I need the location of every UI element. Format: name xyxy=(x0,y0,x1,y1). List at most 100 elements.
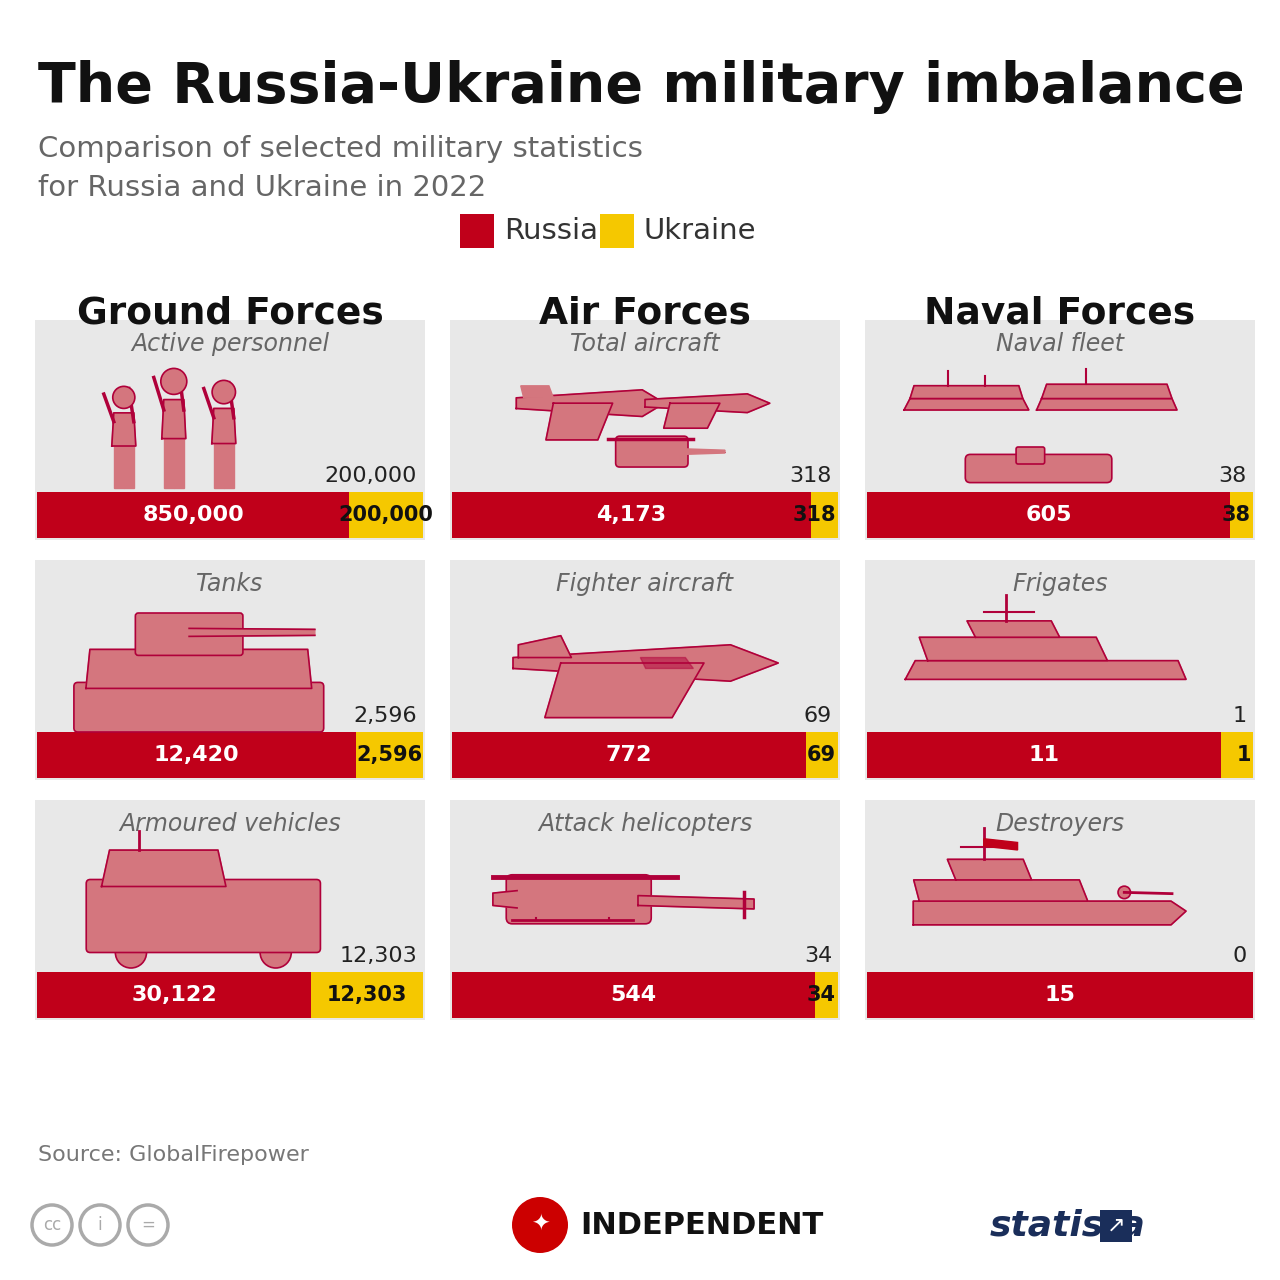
Text: 12,420: 12,420 xyxy=(154,745,239,765)
FancyBboxPatch shape xyxy=(616,436,689,467)
Polygon shape xyxy=(214,444,224,488)
Text: 30,122: 30,122 xyxy=(132,986,216,1005)
Polygon shape xyxy=(101,850,227,887)
FancyBboxPatch shape xyxy=(136,613,243,655)
FancyBboxPatch shape xyxy=(806,732,838,778)
FancyBboxPatch shape xyxy=(37,732,356,778)
Text: 2,596: 2,596 xyxy=(353,707,417,726)
Text: 4,173: 4,173 xyxy=(596,506,667,525)
FancyBboxPatch shape xyxy=(460,214,494,248)
Polygon shape xyxy=(547,403,613,440)
Text: INDEPENDENT: INDEPENDENT xyxy=(580,1211,823,1239)
FancyBboxPatch shape xyxy=(356,732,422,778)
Text: 34: 34 xyxy=(804,946,832,966)
Text: Tanks: Tanks xyxy=(196,572,264,596)
FancyBboxPatch shape xyxy=(452,492,810,538)
Polygon shape xyxy=(637,896,754,909)
Polygon shape xyxy=(518,636,571,658)
Text: 0: 0 xyxy=(1233,946,1247,966)
Circle shape xyxy=(1117,886,1130,899)
Text: The Russia-Ukraine military imbalance: The Russia-Ukraine military imbalance xyxy=(38,60,1244,114)
Text: Total aircraft: Total aircraft xyxy=(570,332,719,356)
FancyBboxPatch shape xyxy=(1100,1210,1132,1242)
Polygon shape xyxy=(114,445,124,488)
Polygon shape xyxy=(904,398,1029,410)
FancyBboxPatch shape xyxy=(37,972,311,1018)
Polygon shape xyxy=(164,439,174,488)
Text: ✦: ✦ xyxy=(531,1215,549,1235)
FancyBboxPatch shape xyxy=(37,492,349,538)
Polygon shape xyxy=(174,439,184,488)
Polygon shape xyxy=(545,663,704,718)
Text: Naval fleet: Naval fleet xyxy=(996,332,1124,356)
FancyBboxPatch shape xyxy=(451,561,840,780)
Text: 11: 11 xyxy=(1028,745,1060,765)
Circle shape xyxy=(113,387,134,408)
FancyBboxPatch shape xyxy=(867,972,1253,1018)
Text: Frigates: Frigates xyxy=(1012,572,1107,596)
Text: 34: 34 xyxy=(806,986,836,1005)
Text: 1: 1 xyxy=(1233,707,1247,726)
Polygon shape xyxy=(111,413,136,445)
Polygon shape xyxy=(189,628,315,636)
Polygon shape xyxy=(516,390,664,416)
FancyBboxPatch shape xyxy=(451,800,840,1020)
FancyBboxPatch shape xyxy=(1221,732,1253,778)
FancyBboxPatch shape xyxy=(867,732,1221,778)
Text: Fighter aircraft: Fighter aircraft xyxy=(557,572,733,596)
Text: 200,000: 200,000 xyxy=(339,506,434,525)
Polygon shape xyxy=(640,658,694,668)
Text: Naval Forces: Naval Forces xyxy=(924,294,1196,332)
Text: Destroyers: Destroyers xyxy=(996,812,1125,836)
FancyBboxPatch shape xyxy=(1016,447,1044,463)
Polygon shape xyxy=(914,879,1088,901)
Text: Active personnel: Active personnel xyxy=(131,332,329,356)
FancyBboxPatch shape xyxy=(74,682,324,732)
Text: statista: statista xyxy=(989,1208,1146,1242)
Text: Russia: Russia xyxy=(504,218,598,244)
Polygon shape xyxy=(664,403,719,429)
FancyBboxPatch shape xyxy=(311,972,422,1018)
Polygon shape xyxy=(493,891,517,908)
Polygon shape xyxy=(211,408,236,444)
Text: Comparison of selected military statistics
for Russia and Ukraine in 2022: Comparison of selected military statisti… xyxy=(38,134,643,202)
Circle shape xyxy=(115,937,146,968)
Text: 12,303: 12,303 xyxy=(339,946,417,966)
Polygon shape xyxy=(645,394,769,412)
Text: Ukraine: Ukraine xyxy=(644,218,756,244)
FancyBboxPatch shape xyxy=(35,320,425,540)
Polygon shape xyxy=(682,449,724,454)
FancyBboxPatch shape xyxy=(965,454,1112,483)
Polygon shape xyxy=(947,859,1032,879)
Text: Attack helicopters: Attack helicopters xyxy=(538,812,753,836)
Text: 200,000: 200,000 xyxy=(325,466,417,486)
Polygon shape xyxy=(86,649,312,689)
FancyBboxPatch shape xyxy=(865,800,1254,1020)
Text: 605: 605 xyxy=(1025,506,1071,525)
Text: i: i xyxy=(97,1216,102,1234)
Text: 38: 38 xyxy=(1222,506,1251,525)
Text: 850,000: 850,000 xyxy=(142,506,244,525)
FancyBboxPatch shape xyxy=(507,874,652,924)
Text: cc: cc xyxy=(42,1216,61,1234)
FancyBboxPatch shape xyxy=(600,214,634,248)
FancyBboxPatch shape xyxy=(349,492,422,538)
Text: Source: GlobalFirepower: Source: GlobalFirepower xyxy=(38,1146,308,1165)
FancyBboxPatch shape xyxy=(865,561,1254,780)
Text: 772: 772 xyxy=(605,745,653,765)
Text: 15: 15 xyxy=(1044,986,1075,1005)
FancyBboxPatch shape xyxy=(810,492,838,538)
Text: 1: 1 xyxy=(1236,745,1251,765)
Text: 318: 318 xyxy=(792,506,836,525)
Polygon shape xyxy=(984,838,1018,850)
FancyBboxPatch shape xyxy=(451,320,840,540)
Polygon shape xyxy=(1042,384,1172,398)
FancyBboxPatch shape xyxy=(865,320,1254,540)
Polygon shape xyxy=(905,660,1187,680)
Polygon shape xyxy=(161,399,186,439)
Circle shape xyxy=(161,369,187,394)
Polygon shape xyxy=(224,444,234,488)
Text: Armoured vehicles: Armoured vehicles xyxy=(119,812,340,836)
Circle shape xyxy=(212,380,236,403)
FancyBboxPatch shape xyxy=(35,800,425,1020)
